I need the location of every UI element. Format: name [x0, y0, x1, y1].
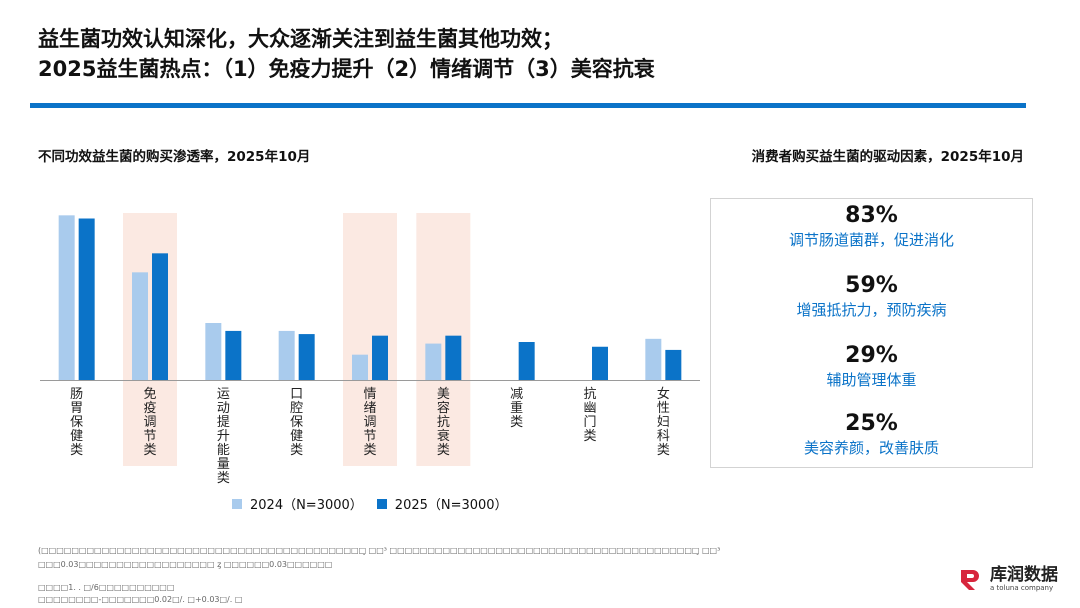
bar-2024	[352, 354, 368, 380]
category-tick-label: 肠胃保健类	[70, 387, 83, 458]
category-tick-label: 情绪调节类	[363, 387, 376, 458]
bar-2025	[445, 335, 462, 380]
drivers-panel: 83% 调节肠道菌群，促进消化 59% 增强抵抗力，预防疾病 29% 辅助管理体…	[710, 198, 1033, 468]
footnote-line: □□□0.03□□□□□□□□□□□□□□□□□□ ȥ □□□□□□0.03□□…	[38, 560, 333, 569]
category-tick-label: 女性妇科类	[657, 386, 670, 458]
bar-2025	[372, 335, 388, 380]
driver-percent: 29%	[845, 343, 898, 368]
driver-item: 59% 增强抵抗力，预防疾病	[711, 273, 1032, 321]
bar-2025	[592, 346, 608, 380]
logo-tagline: a toluna company	[990, 584, 1054, 592]
driver-label: 调节肠道菌群，促进消化	[788, 231, 954, 249]
bar-2025	[298, 334, 315, 380]
driver-percent: 59%	[845, 273, 898, 298]
bar-2025	[225, 330, 242, 380]
driver-label: 辅助管理体重	[826, 371, 917, 389]
category-tick-label: 运动提升能量类	[217, 387, 230, 486]
drivers-subtitle: 消费者购买益生菌的驱动因素，2025年10月	[751, 149, 1024, 165]
bar-2024	[278, 330, 295, 380]
driver-label: 美容养颜，改善肤质	[803, 439, 939, 457]
category-tick-label: 免疫调节类	[143, 387, 156, 458]
category-tick-label: 美容抗衰类	[437, 387, 450, 458]
logo-name: 库润数据	[990, 565, 1058, 585]
bar-2024	[425, 343, 442, 380]
chart-legend: 2024（N=3000） 2025（N=3000）	[232, 494, 508, 513]
footnote-line: □□□□1. . □/6□□□□□□□□□□	[38, 583, 175, 592]
brand-logo: 库润数据 a toluna company	[958, 566, 1058, 593]
title-divider	[30, 103, 1026, 108]
legend-swatch-2025	[376, 498, 387, 509]
bar-2024	[645, 338, 662, 380]
page-title: 益生菌功效认知深化，大众逐渐关注到益生菌其他功效； 2025益生菌热点：（1）免…	[38, 24, 655, 84]
driver-item: 83% 调节肠道菌群，促进消化	[711, 203, 1032, 251]
driver-item: 29% 辅助管理体重	[711, 343, 1032, 391]
bar-2024	[205, 323, 222, 380]
footnote-line: (□□□□□□□□□□□□□□□□□□□□□□□□□□□□□□□□□□□□□□□…	[38, 546, 721, 555]
logo-mark-icon	[961, 569, 979, 590]
title-line-1: 益生菌功效认知深化，大众逐渐关注到益生菌其他功效；	[38, 27, 563, 51]
legend-swatch-2024	[232, 498, 242, 509]
title-line-2: 2025益生菌热点：（1）免疫力提升（2）情绪调节（3）美容抗衰	[38, 57, 655, 81]
category-tick-label: 减重类	[510, 387, 523, 430]
category-tick-label: 抗幽门类	[583, 387, 596, 444]
bar-2024	[132, 272, 148, 380]
bar-2025	[518, 342, 535, 380]
driver-item: 25% 美容养颜，改善肤质	[711, 411, 1032, 459]
bar-2025	[78, 218, 95, 380]
chart-subtitle: 不同功效益生菌的购买渗透率，2025年10月	[38, 149, 311, 165]
bar-2024	[58, 215, 75, 380]
bar-2025	[665, 349, 682, 380]
driver-percent: 25%	[845, 411, 898, 436]
legend-label-2024: 2024（N=3000）	[250, 498, 363, 513]
category-tick-label: 口腔保健类	[290, 387, 303, 458]
footnote-line: □□□□□□□□-□□□□□□□0.02□/. □+0.03□/. □	[38, 595, 243, 604]
driver-label: 增强抵抗力，预防疾病	[796, 301, 947, 319]
driver-percent: 83%	[845, 203, 898, 228]
legend-label-2025: 2025（N=3000）	[394, 498, 508, 513]
bar-2025	[152, 253, 168, 380]
